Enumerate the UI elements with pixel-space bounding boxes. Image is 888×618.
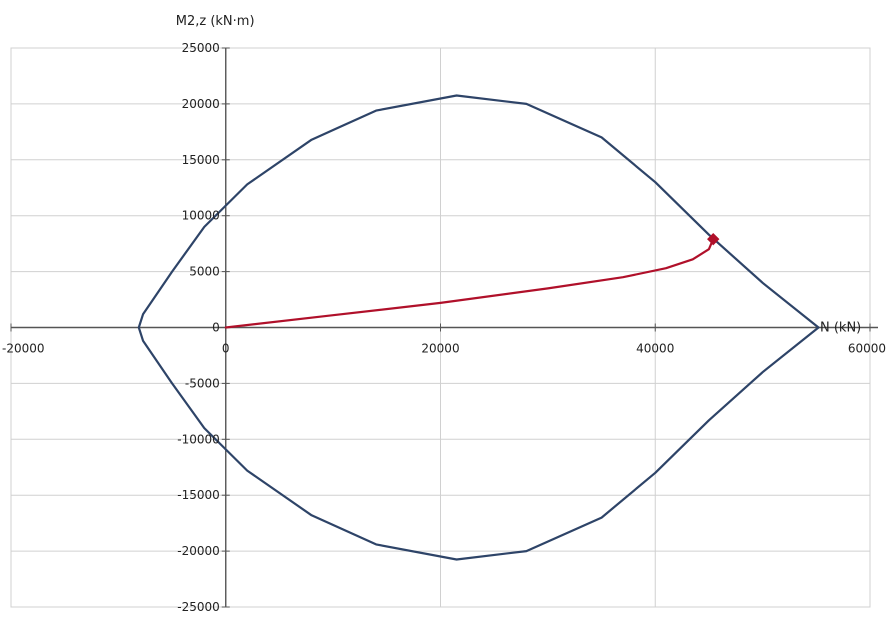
labels: -20000 0 20000 40000 60000 -25000 -20000 -15000… [2, 14, 886, 614]
series-layer [137, 94, 820, 561]
y-tick-label: -5000 [185, 376, 220, 390]
y-axis-title: M2,z (kN·m) [176, 14, 255, 29]
y-tick-label: -25000 [177, 600, 220, 614]
axes [10, 47, 878, 608]
x-tick-label: 0 [222, 342, 230, 356]
x-tick-label: 20000 [421, 342, 459, 356]
interaction-curve [137, 94, 820, 561]
y-tick-label: -10000 [177, 432, 220, 446]
y-tick-label: 0 [212, 321, 220, 335]
grid [10, 47, 871, 608]
y-tick-label: 25000 [182, 41, 220, 55]
y-tick-label: -20000 [177, 544, 220, 558]
y-tick-label: 20000 [182, 97, 220, 111]
x-axis-title: N (kN) [820, 321, 861, 336]
y-tick-label: 10000 [182, 209, 220, 223]
x-tick-label: 60000 [848, 342, 886, 356]
y-tick-label: -15000 [177, 488, 220, 502]
load-point-marker [707, 232, 720, 246]
y-tick-label: 15000 [182, 153, 220, 167]
x-tick-label: -20000 [2, 342, 45, 356]
load-path-curve [224, 238, 715, 329]
y-tick-label: 5000 [189, 265, 220, 279]
x-tick-label: 40000 [636, 342, 674, 356]
